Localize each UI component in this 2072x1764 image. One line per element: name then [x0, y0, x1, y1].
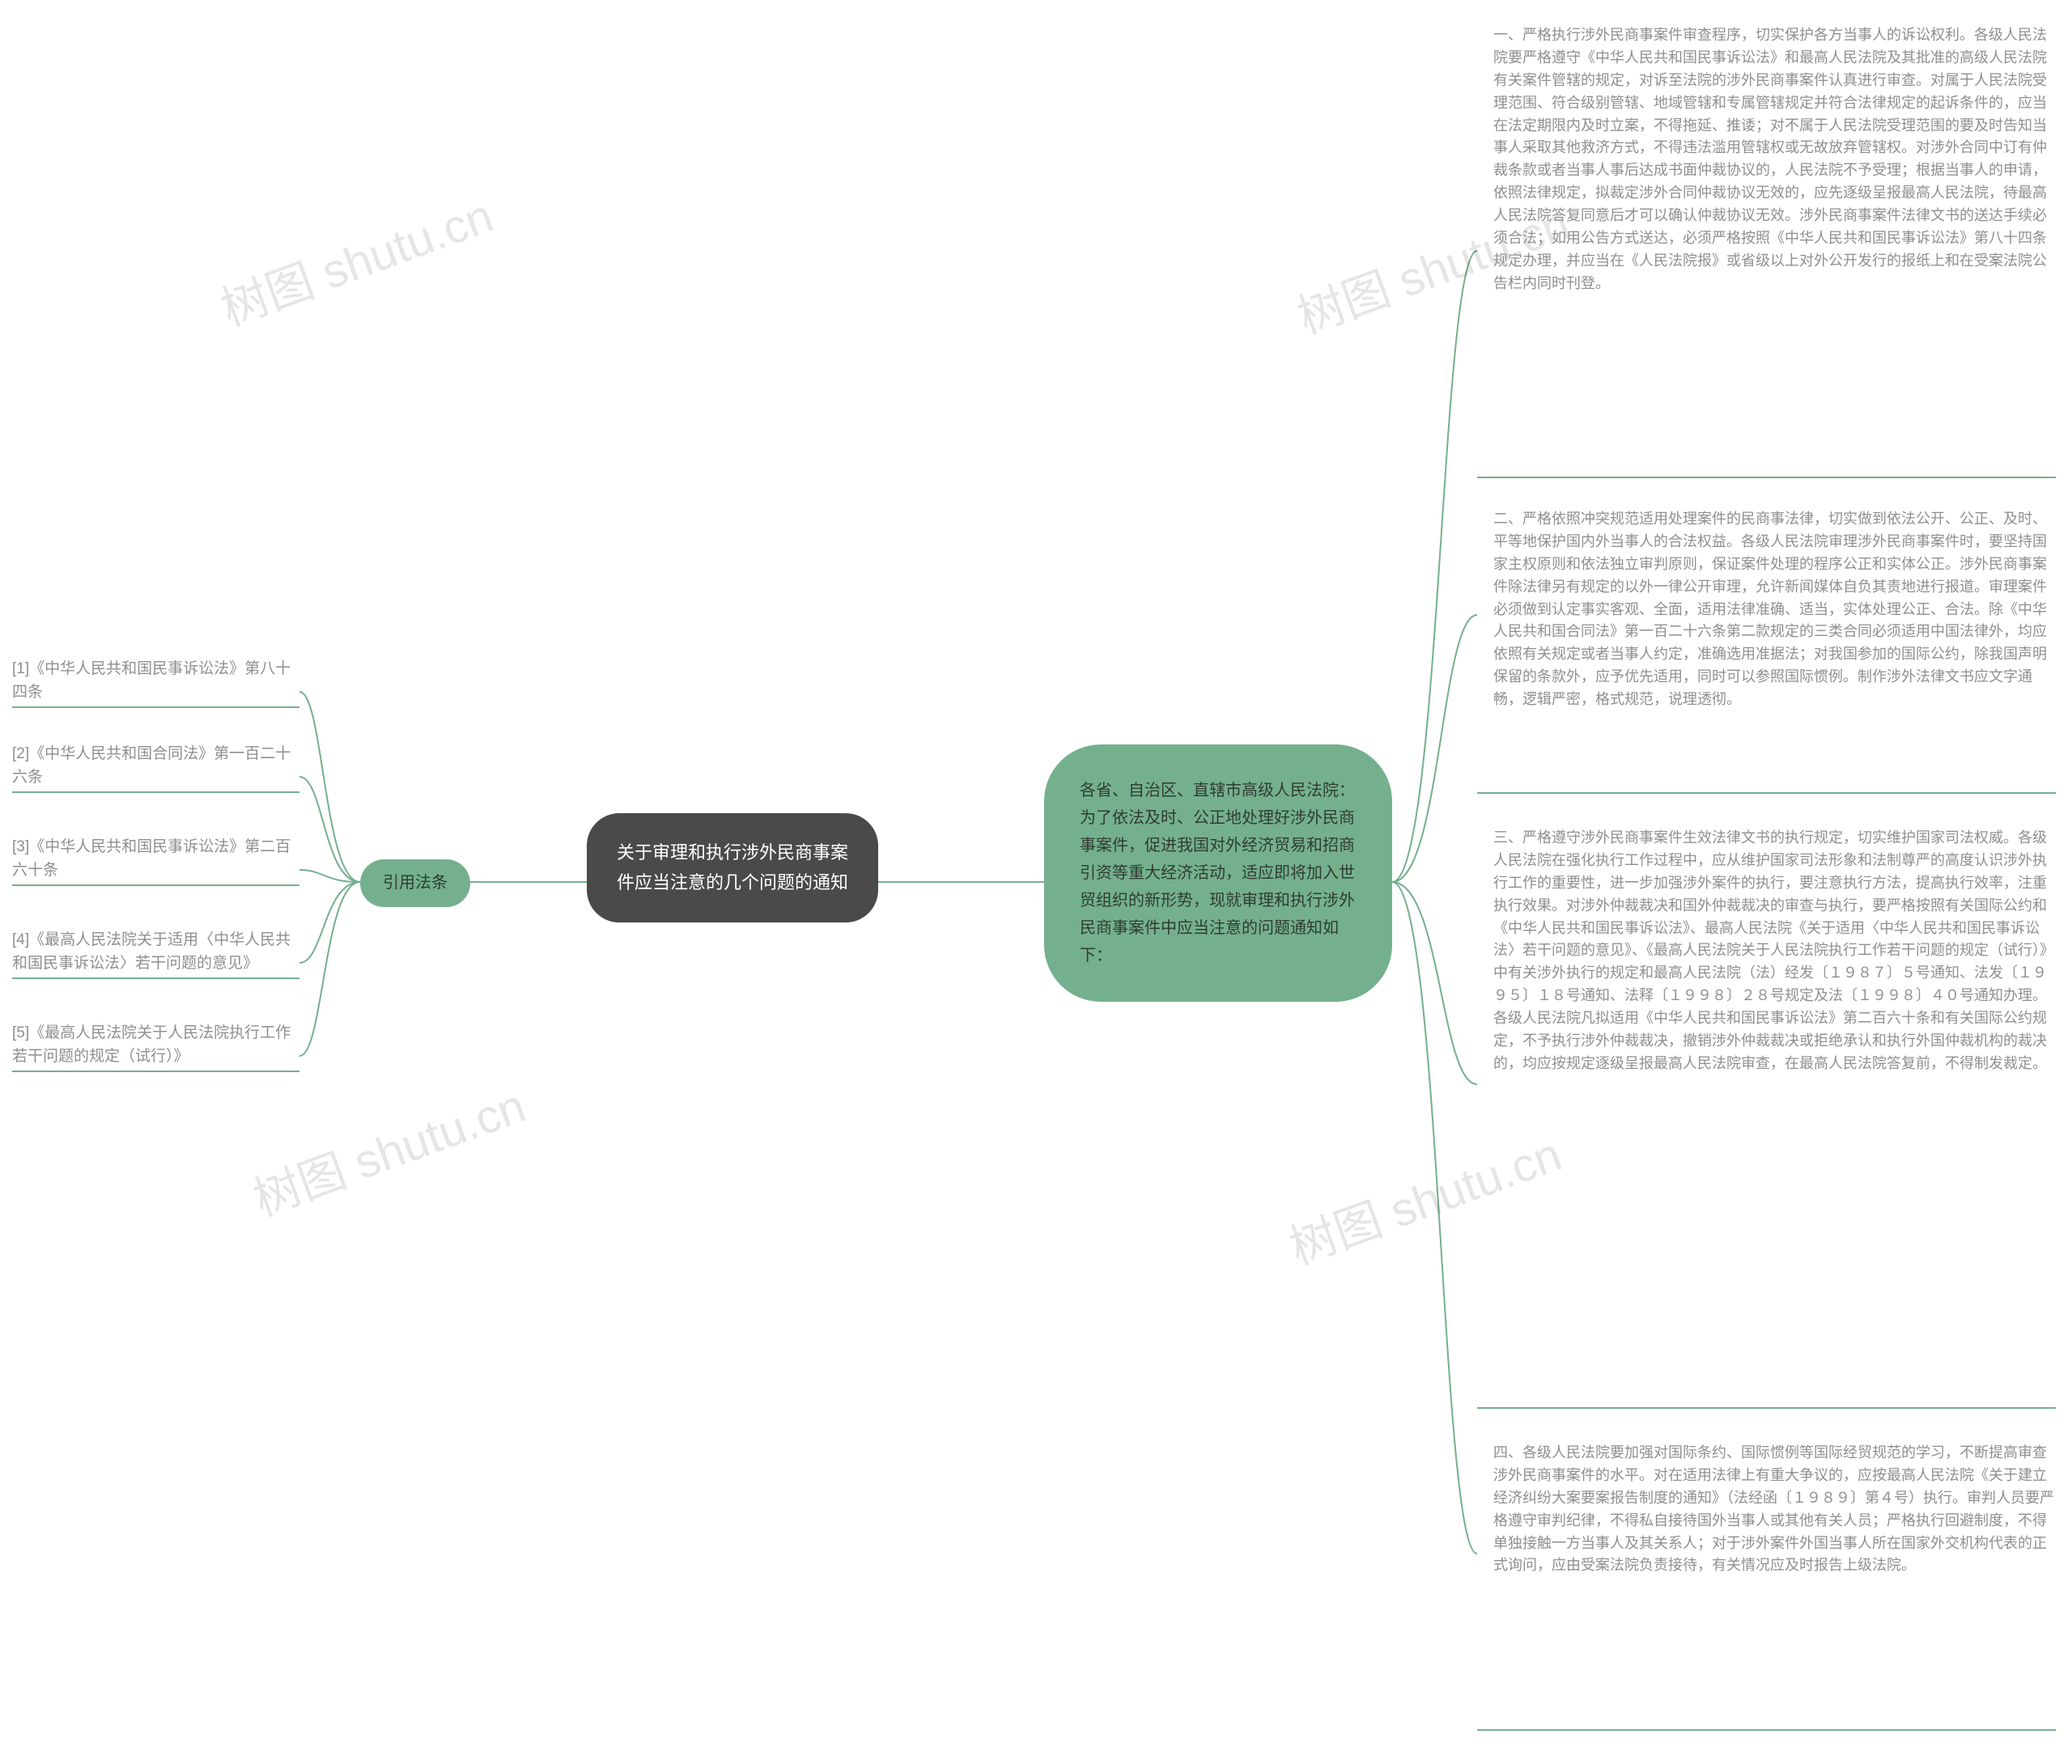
left-branch-pill: 引用法条 — [360, 859, 470, 907]
right-paragraph-text: 一、严格执行涉外民商事案件审查程序，切实保护各方当事人的诉讼权利。各级人民法院要… — [1493, 27, 2047, 291]
left-leaf-1: [1]《中华人民共和国民事诉讼法》第八十四条 — [12, 657, 299, 705]
left-branch-label: 引用法条 — [383, 871, 448, 896]
right-paragraph-4: 四、各级人民法院要加强对国际条约、国际惯例等国际经贸规范的学习，不断提高审查涉外… — [1493, 1442, 2056, 1577]
right-paragraph-text: 二、严格依照冲突规范适用处理案件的民商事法律，切实做到依法公开、公正、及时、平等… — [1493, 511, 2047, 707]
right-main-node: 各省、自治区、直辖市高级人民法院：为了依法及时、公正地处理好涉外民商事案件，促进… — [1044, 744, 1392, 1002]
right-paragraph-text: 三、严格遵守涉外民商事案件生效法律文书的执行规定，切实维护国家司法权威。各级人民… — [1493, 829, 2054, 1071]
right-paragraph-text: 四、各级人民法院要加强对国际条约、国际惯例等国际经贸规范的学习，不断提高审查涉外… — [1493, 1444, 2054, 1573]
right-paragraph-2: 二、严格依照冲突规范适用处理案件的民商事法律，切实做到依法公开、公正、及时、平等… — [1493, 508, 2056, 711]
watermark: 树图 shutu.cn — [1279, 1117, 1569, 1278]
center-node-text: 关于审理和执行涉外民商事案件应当注意的几个问题的通知 — [614, 837, 851, 898]
left-leaf-3: [3]《中华人民共和国民事诉讼法》第二百六十条 — [12, 835, 299, 883]
watermark: 树图 shutu.cn — [210, 178, 501, 339]
left-leaf-text: [2]《中华人民共和国合同法》第一百二十六条 — [12, 745, 291, 786]
left-leaf-text: [4]《最高人民法院关于适用〈中华人民共和国民事诉讼法〉若干问题的意见》 — [12, 931, 291, 972]
left-leaf-text: [5]《最高人民法院关于人民法院执行工作若干问题的规定（试行）》 — [12, 1024, 291, 1065]
center-node: 关于审理和执行涉外民商事案件应当注意的几个问题的通知 — [587, 813, 878, 922]
left-leaf-text: [3]《中华人民共和国民事诉讼法》第二百六十条 — [12, 838, 291, 879]
left-leaf-5: [5]《最高人民法院关于人民法院执行工作若干问题的规定（试行）》 — [12, 1021, 299, 1069]
left-leaf-text: [1]《中华人民共和国民事诉讼法》第八十四条 — [12, 660, 291, 701]
left-leaf-2: [2]《中华人民共和国合同法》第一百二十六条 — [12, 742, 299, 790]
right-paragraph-1: 一、严格执行涉外民商事案件审查程序，切实保护各方当事人的诉讼权利。各级人民法院要… — [1493, 24, 2056, 295]
right-paragraph-3: 三、严格遵守涉外民商事案件生效法律文书的执行规定，切实维护国家司法权威。各级人民… — [1493, 827, 2056, 1075]
watermark: 树图 shutu.cn — [243, 1068, 533, 1229]
right-main-text: 各省、自治区、直辖市高级人民法院：为了依法及时、公正地处理好涉外民商事案件，促进… — [1080, 777, 1357, 969]
left-leaf-4: [4]《最高人民法院关于适用〈中华人民共和国民事诉讼法〉若干问题的意见》 — [12, 928, 299, 976]
